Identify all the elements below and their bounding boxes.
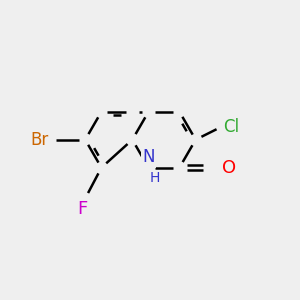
- Text: Cl: Cl: [223, 118, 239, 136]
- Text: O: O: [222, 159, 236, 177]
- Text: F: F: [77, 200, 87, 218]
- Text: N: N: [142, 148, 155, 166]
- Text: Br: Br: [30, 131, 48, 149]
- Text: H: H: [150, 171, 160, 185]
